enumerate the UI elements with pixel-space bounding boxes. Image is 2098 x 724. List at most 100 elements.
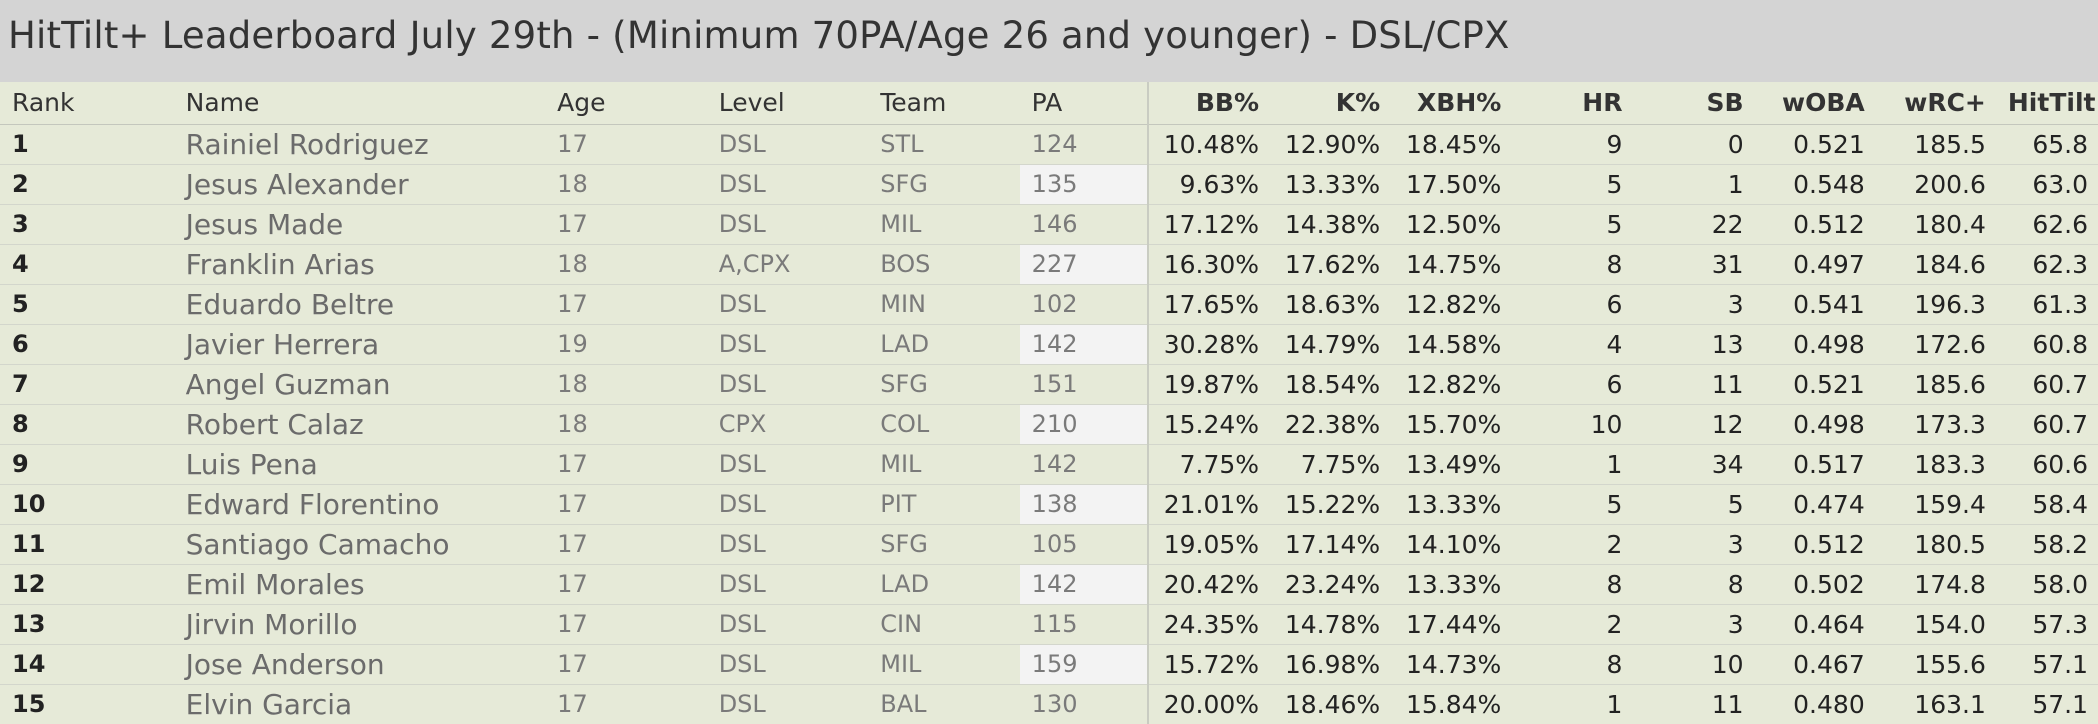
table-row[interactable]: 1 Rainiel Rodriguez 17 DSL STL 124 10.48% 12.90…: [0, 124, 2098, 165]
table-row[interactable]: 11 Santiago Camacho 17 DSL SFG 105 19.05% 17.14…: [0, 524, 2098, 565]
cell-bb: 20.00%: [1146, 684, 1270, 724]
cell-pa: 105: [1019, 524, 1148, 565]
column-header-wrc[interactable]: wRC+: [1874, 82, 1996, 125]
cell-level: DSL: [706, 524, 869, 565]
column-header-woba[interactable]: wOBA: [1753, 82, 1875, 125]
cell-name: Angel Guzman: [173, 364, 546, 405]
cell-hittilt: 58.0: [1995, 564, 2098, 605]
cell-bb: 17.12%: [1146, 204, 1270, 245]
table-row[interactable]: 12 Emil Morales 17 DSL LAD 142 20.42% 23.24% 13.…: [0, 564, 2098, 605]
cell-wrc: 180.4: [1874, 204, 1996, 245]
cell-wrc: 172.6: [1874, 324, 1996, 365]
cell-hr: 8: [1511, 564, 1633, 605]
column-header-pa[interactable]: PA: [1019, 82, 1148, 125]
cell-k: 22.38%: [1269, 404, 1391, 445]
column-header-sb[interactable]: SB: [1632, 82, 1754, 125]
table-header: Rank Name Age Level Team PA BB% K% XBH% …: [0, 82, 2098, 125]
table-row[interactable]: 9 Luis Pena 17 DSL MIL 142 7.75% 7.75% 13.49% 1 34…: [0, 444, 2098, 485]
cell-sb: 22: [1632, 204, 1754, 245]
cell-hittilt: 60.8: [1995, 324, 2098, 365]
cell-hittilt: 63.0: [1995, 164, 2098, 205]
table-row[interactable]: 6 Javier Herrera 19 DSL LAD 142 30.28% 14.79% 14…: [0, 324, 2098, 365]
table-row[interactable]: 13 Jirvin Morillo 17 DSL CIN 115 24.35% 14.78% 1…: [0, 604, 2098, 645]
cell-bb: 10.48%: [1146, 124, 1270, 165]
cell-rank: 5: [0, 284, 174, 325]
column-header-bb[interactable]: BB%: [1146, 82, 1270, 125]
cell-hittilt: 65.8: [1995, 124, 2098, 165]
cell-hr: 8: [1511, 244, 1633, 285]
cell-k: 18.46%: [1269, 684, 1391, 724]
cell-xbh: 15.70%: [1390, 404, 1512, 445]
cell-team: CIN: [868, 604, 1020, 645]
cell-hr: 4: [1511, 324, 1633, 365]
cell-woba: 0.541: [1753, 284, 1875, 325]
cell-pa: 227: [1019, 244, 1148, 285]
cell-k: 16.98%: [1269, 644, 1391, 685]
leaderboard-table-container[interactable]: Rank Name Age Level Team PA BB% K% XBH% …: [0, 82, 2098, 724]
table-row[interactable]: 15 Elvin Garcia 17 DSL BAL 130 20.00% 18.46% 15.…: [0, 684, 2098, 724]
cell-name: Franklin Arias: [173, 244, 546, 285]
cell-xbh: 17.44%: [1390, 604, 1512, 645]
table-row[interactable]: 7 Angel Guzman 18 DSL SFG 151 19.87% 18.54% 12.8…: [0, 364, 2098, 405]
cell-xbh: 17.50%: [1390, 164, 1512, 205]
column-header-xbh[interactable]: XBH%: [1390, 82, 1512, 125]
cell-woba: 0.512: [1753, 204, 1875, 245]
column-header-hittilt[interactable]: HitTilt+: [1995, 82, 2098, 125]
cell-name: Jose Anderson: [173, 644, 546, 685]
cell-rank: 11: [0, 524, 174, 565]
cell-wrc: 155.6: [1874, 644, 1996, 685]
cell-age: 18: [545, 164, 707, 205]
cell-wrc: 185.6: [1874, 364, 1996, 405]
table-row[interactable]: 14 Jose Anderson 17 DSL MIL 159 15.72% 16.98% 14…: [0, 644, 2098, 685]
column-header-age[interactable]: Age: [545, 82, 707, 125]
cell-bb: 24.35%: [1146, 604, 1270, 645]
table-row[interactable]: 2 Jesus Alexander 18 DSL SFG 135 9.63% 13.33% 17…: [0, 164, 2098, 205]
cell-sb: 0: [1632, 124, 1754, 165]
column-header-hr[interactable]: HR: [1511, 82, 1633, 125]
cell-age: 17: [545, 444, 707, 485]
cell-k: 12.90%: [1269, 124, 1391, 165]
cell-wrc: 173.3: [1874, 404, 1996, 445]
cell-bb: 17.65%: [1146, 284, 1270, 325]
cell-hittilt: 57.3: [1995, 604, 2098, 645]
cell-level: DSL: [706, 484, 869, 525]
cell-hr: 2: [1511, 604, 1633, 645]
column-header-level[interactable]: Level: [706, 82, 869, 125]
cell-hittilt: 61.3: [1995, 284, 2098, 325]
column-header-rank[interactable]: Rank: [0, 82, 174, 125]
cell-level: DSL: [706, 204, 869, 245]
cell-pa: 151: [1019, 364, 1148, 405]
cell-name: Jesus Alexander: [173, 164, 546, 205]
cell-rank: 9: [0, 444, 174, 485]
cell-age: 17: [545, 644, 707, 685]
cell-bb: 9.63%: [1146, 164, 1270, 205]
cell-woba: 0.548: [1753, 164, 1875, 205]
column-header-name[interactable]: Name: [173, 82, 546, 125]
cell-sb: 31: [1632, 244, 1754, 285]
cell-xbh: 12.82%: [1390, 364, 1512, 405]
cell-xbh: 13.33%: [1390, 564, 1512, 605]
cell-rank: 15: [0, 684, 174, 724]
cell-team: SFG: [868, 524, 1020, 565]
cell-pa: 142: [1019, 564, 1148, 605]
cell-k: 14.79%: [1269, 324, 1391, 365]
column-header-k[interactable]: K%: [1269, 82, 1391, 125]
cell-name: Eduardo Beltre: [173, 284, 546, 325]
cell-age: 17: [545, 684, 707, 724]
cell-name: Robert Calaz: [173, 404, 546, 445]
cell-rank: 14: [0, 644, 174, 685]
cell-name: Jirvin Morillo: [173, 604, 546, 645]
table-row[interactable]: 8 Robert Calaz 18 CPX COL 210 15.24% 22.38% 15.7…: [0, 404, 2098, 445]
cell-xbh: 15.84%: [1390, 684, 1512, 724]
cell-age: 17: [545, 124, 707, 165]
cell-bb: 30.28%: [1146, 324, 1270, 365]
table-row[interactable]: 5 Eduardo Beltre 17 DSL MIN 102 17.65% 18.63% 12…: [0, 284, 2098, 325]
table-row[interactable]: 10 Edward Florentino 17 DSL PIT 138 21.01% 15.2…: [0, 484, 2098, 525]
cell-rank: 4: [0, 244, 174, 285]
table-row[interactable]: 3 Jesus Made 17 DSL MIL 146 17.12% 14.38% 12.50%…: [0, 204, 2098, 245]
cell-name: Jesus Made: [173, 204, 546, 245]
column-header-team[interactable]: Team: [868, 82, 1020, 125]
table-row[interactable]: 4 Franklin Arias 18 A,CPX BOS 227 16.30% 17.62%…: [0, 244, 2098, 285]
cell-rank: 3: [0, 204, 174, 245]
